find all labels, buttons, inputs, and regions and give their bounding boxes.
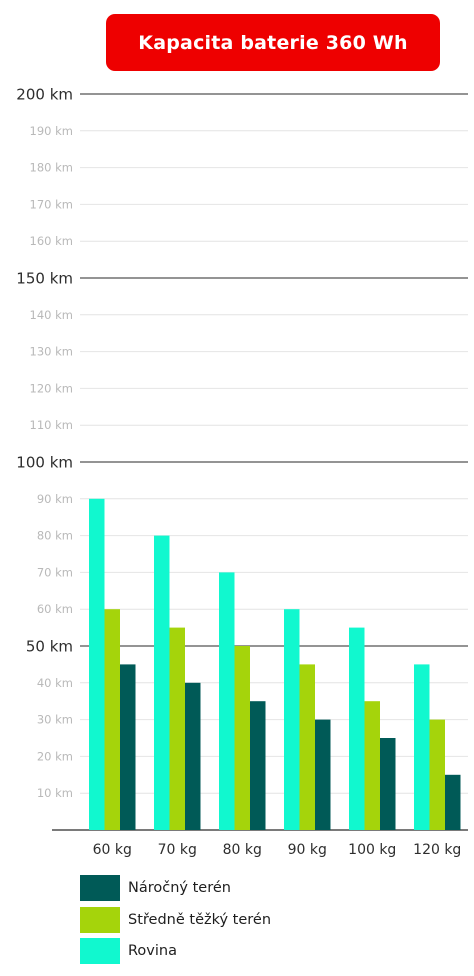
x-tick-label: 120 kg	[413, 842, 461, 858]
y-axis-tick-labels: 10 km 20 km 30 km 40 km 50 km 60 km 70 km 80 km…	[16, 86, 73, 801]
y-tick-label: 90 km	[37, 492, 73, 506]
bar-narocny	[120, 664, 136, 830]
bar-stredne	[104, 609, 120, 830]
bar-rovina	[414, 664, 430, 830]
bar-narocny	[250, 701, 266, 830]
bar-rovina	[284, 609, 300, 830]
y-tick-label: 50 km	[26, 638, 73, 656]
bar-rovina	[89, 498, 105, 830]
y-tick-label: 20 km	[37, 749, 73, 763]
y-tick-label: 200 km	[16, 86, 73, 104]
y-tick-label: 150 km	[16, 270, 73, 288]
grid-lines	[52, 93, 468, 831]
x-tick-label: 80 kg	[223, 842, 262, 858]
y-tick-label: 30 km	[37, 713, 73, 727]
y-tick-label: 110 km	[30, 418, 73, 432]
x-tick-label: 60 kg	[93, 842, 132, 858]
bar-stredne	[429, 719, 445, 830]
legend-item-stredne: Středně těžký terén	[80, 906, 272, 933]
bar-narocny	[185, 682, 201, 830]
x-axis-tick-labels: 60 kg 70 kg 80 kg 90 kg 100 kg 120 kg	[93, 842, 462, 858]
y-tick-label: 170 km	[30, 197, 73, 211]
bar-narocny	[380, 738, 396, 830]
legend-label-narocny: Náročný terén	[128, 880, 231, 896]
bar-narocny	[445, 774, 461, 830]
legend-swatch-stredne	[80, 906, 120, 933]
y-tick-label: 190 km	[30, 124, 73, 138]
chart-title: Kapacita baterie 360 Wh	[106, 14, 440, 71]
legend-swatch-rovina	[80, 938, 120, 964]
x-tick-label: 100 kg	[348, 842, 396, 858]
y-tick-label: 180 km	[30, 161, 73, 175]
bar-stredne	[364, 701, 380, 830]
legend-item-narocny: Náročný terén	[80, 875, 271, 901]
legend-item-rovina: Rovina	[80, 938, 271, 964]
y-tick-label: 140 km	[30, 308, 73, 322]
y-tick-label: 80 km	[37, 529, 73, 543]
y-tick-label: 40 km	[37, 676, 73, 690]
bars	[89, 498, 461, 830]
bar-rovina	[154, 535, 170, 830]
bar-rovina	[349, 627, 365, 830]
x-tick-label: 70 kg	[158, 842, 197, 858]
bar-stredne	[169, 627, 185, 830]
bar-stredne	[234, 646, 250, 830]
legend-swatch-narocny	[80, 875, 120, 901]
y-tick-label: 120 km	[30, 381, 73, 395]
y-tick-label: 60 km	[37, 602, 73, 616]
y-tick-label: 70 km	[37, 565, 73, 579]
legend: Náročný terén Středně těžký terén Rovina	[80, 875, 271, 970]
legend-label-rovina: Rovina	[128, 943, 177, 959]
bar-rovina	[219, 572, 235, 830]
x-tick-label: 90 kg	[288, 842, 327, 858]
legend-label-stredne: Středně těžký terén	[128, 911, 272, 928]
y-tick-label: 10 km	[37, 786, 73, 800]
bar-stredne	[299, 664, 315, 830]
y-tick-label: 130 km	[30, 345, 73, 359]
y-tick-label: 160 km	[30, 234, 73, 248]
y-tick-label: 100 km	[16, 454, 73, 472]
bar-narocny	[315, 719, 331, 830]
bar-chart: 10 km 20 km 30 km 40 km 50 km 60 km 70 km 80 km…	[16, 86, 468, 858]
